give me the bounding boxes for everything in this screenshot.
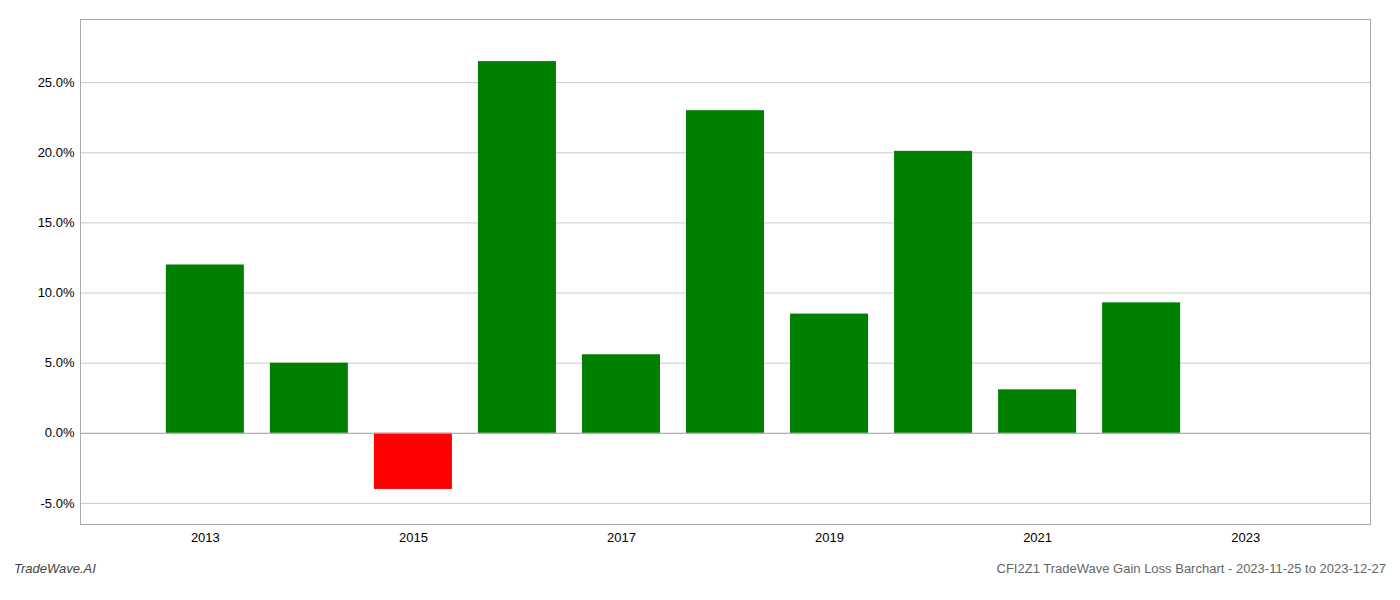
svg-text:2017: 2017 — [607, 530, 636, 545]
svg-text:2015: 2015 — [399, 530, 428, 545]
svg-text:2023: 2023 — [1231, 530, 1260, 545]
html-text:CFI2Z1 TradeWave Gain Loss Bar: CFI2Z1 TradeWave Gain Loss Barchart - 20… — [996, 561, 1386, 576]
svg-text:5.0%: 5.0% — [45, 355, 75, 370]
svg-text:20.0%: 20.0% — [38, 145, 75, 160]
html-text:TradeWave.AI: TradeWave.AI — [14, 561, 96, 576]
svg-text:15.0%: 15.0% — [38, 215, 75, 230]
svg-text:2019: 2019 — [815, 530, 844, 545]
svg-text:0.0%: 0.0% — [45, 425, 75, 440]
svg-text:2013: 2013 — [191, 530, 220, 545]
svg-text:10.0%: 10.0% — [38, 285, 75, 300]
svg-text:25.0%: 25.0% — [38, 75, 75, 90]
svg-text:2021: 2021 — [1023, 530, 1052, 545]
svg-text:-5.0%: -5.0% — [41, 496, 75, 511]
